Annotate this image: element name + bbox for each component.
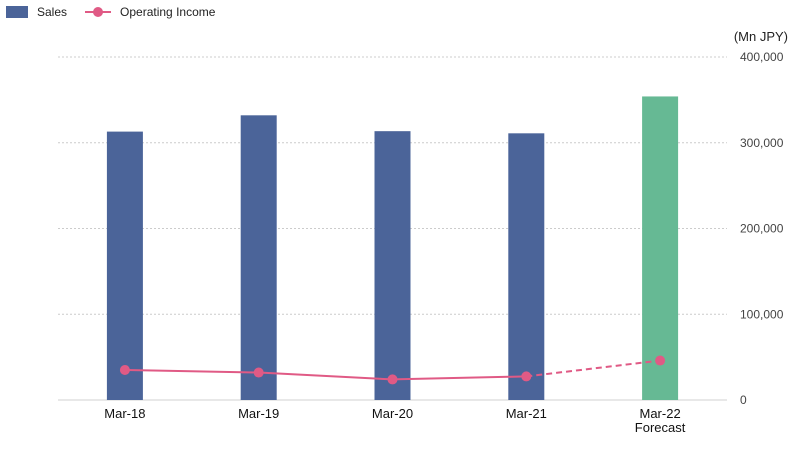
operating-income-point [521, 371, 532, 382]
operating-income-point [119, 364, 130, 375]
y-tick-label: 400,000 [740, 50, 784, 64]
x-tick-label: Mar-22 Forecast [635, 406, 686, 435]
operating-income-segment [392, 375, 527, 381]
y-tick-label: 300,000 [740, 136, 784, 150]
x-tick-label: Mar-20 [372, 406, 413, 421]
legend-item-sales[interactable]: Sales [6, 5, 67, 19]
bar-sales [508, 133, 545, 400]
legend-swatch-sales [6, 6, 28, 18]
operating-income-segment [124, 368, 259, 374]
y-axis-unit-label: (Mn JPY) [733, 29, 788, 44]
x-tick-label: Mar-18 [104, 406, 145, 421]
bar-sales [240, 115, 277, 400]
legend-label-sales: Sales [37, 5, 68, 19]
operating-income-point [655, 355, 666, 366]
bar-sales [374, 131, 411, 400]
legend: Sales Operating Income [6, 5, 233, 19]
y-tick-label: 0 [740, 393, 747, 407]
y-tick-label: 100,000 [740, 307, 784, 321]
x-tick-label: Mar-19 [238, 406, 279, 421]
bar-forecast [642, 96, 679, 400]
operating-income-forecast-segment [526, 359, 661, 378]
operating-income-segment [258, 371, 393, 381]
x-tick-label: Mar-21 [506, 406, 547, 421]
legend-label-operating-income: Operating Income [120, 5, 216, 19]
y-tick-label: 200,000 [740, 222, 784, 236]
bar-sales [106, 131, 143, 401]
operating-income-point [387, 374, 398, 385]
legend-item-operating-income[interactable]: Operating Income [85, 5, 215, 19]
legend-swatch-operating-income [85, 6, 112, 18]
operating-income-point [253, 367, 264, 378]
